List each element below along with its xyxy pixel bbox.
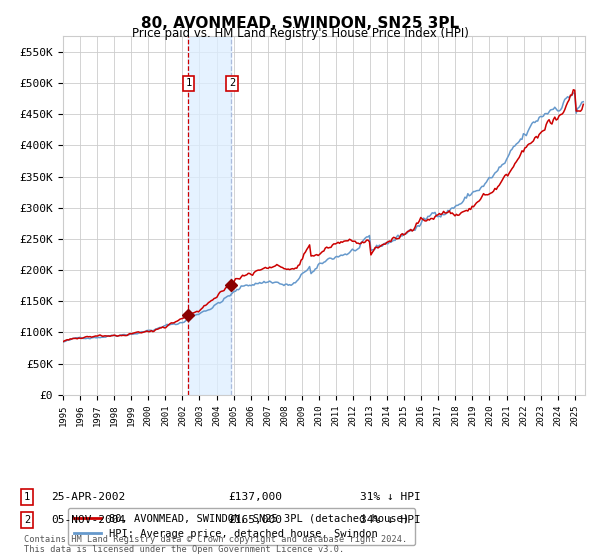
Legend: 80, AVONMEAD, SWINDON, SN25 3PL (detached house), HPI: Average price, detached h: 80, AVONMEAD, SWINDON, SN25 3PL (detache… (68, 507, 415, 545)
Text: 31% ↓ HPI: 31% ↓ HPI (360, 492, 421, 502)
Text: Price paid vs. HM Land Registry's House Price Index (HPI): Price paid vs. HM Land Registry's House … (131, 27, 469, 40)
Bar (188, 36, 231, 395)
Text: £165,000: £165,000 (228, 515, 282, 525)
Text: 80, AVONMEAD, SWINDON, SN25 3PL: 80, AVONMEAD, SWINDON, SN25 3PL (141, 16, 459, 31)
Text: 1: 1 (24, 492, 30, 502)
Text: 1: 1 (185, 78, 192, 88)
Text: 34% ↓ HPI: 34% ↓ HPI (360, 515, 421, 525)
Text: 2: 2 (24, 515, 30, 525)
Text: 25-APR-2002: 25-APR-2002 (51, 492, 125, 502)
Text: £137,000: £137,000 (228, 492, 282, 502)
Text: Contains HM Land Registry data © Crown copyright and database right 2024.: Contains HM Land Registry data © Crown c… (24, 535, 407, 544)
Text: This data is licensed under the Open Government Licence v3.0.: This data is licensed under the Open Gov… (24, 545, 344, 554)
Text: 05-NOV-2004: 05-NOV-2004 (51, 515, 125, 525)
Text: 2: 2 (229, 78, 235, 88)
